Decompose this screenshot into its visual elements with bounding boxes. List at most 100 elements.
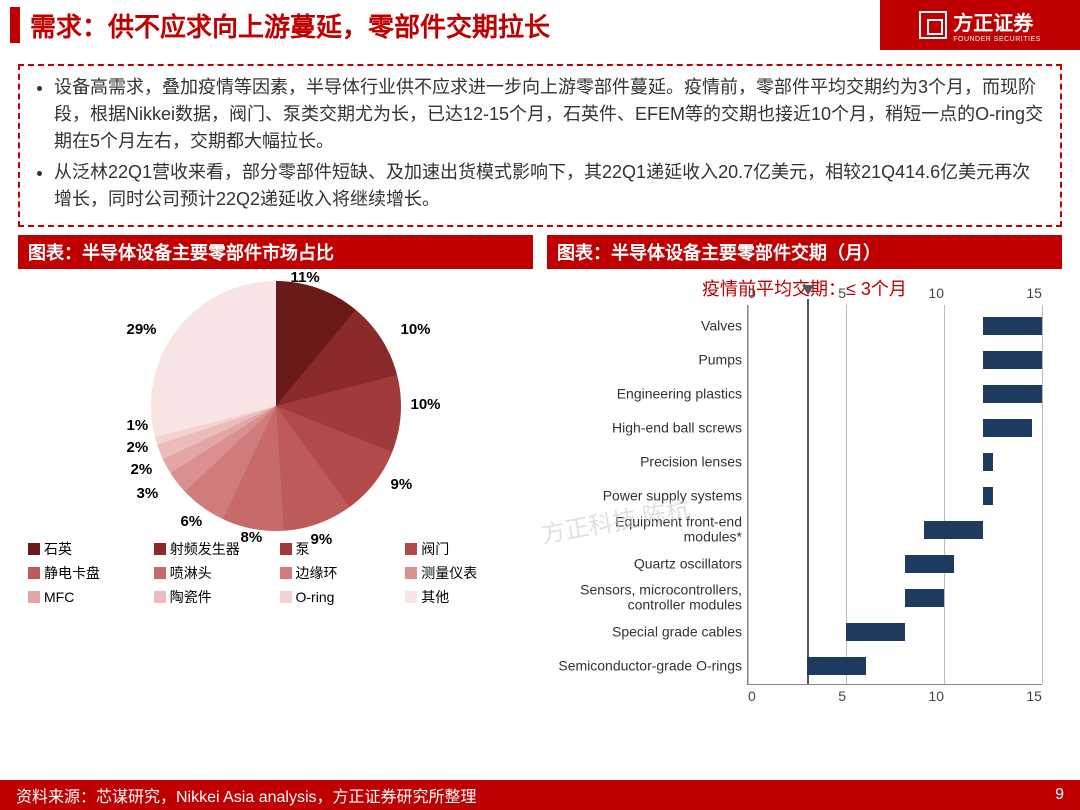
bar-rect (983, 351, 1042, 369)
legend-label: 阀门 (421, 539, 449, 559)
legend-swatch (405, 591, 417, 603)
bar-row: Semiconductor-grade O-rings (748, 651, 1042, 681)
legend-item: O-ring (280, 587, 398, 607)
legend-label: 石英 (44, 539, 72, 559)
bar-rect (983, 453, 993, 471)
bar-row: Precision lenses (748, 447, 1042, 477)
bar-rect (983, 419, 1032, 437)
legend-label: O-ring (296, 589, 335, 605)
bullet-list: 设备高需求，叠加疫情等因素，半导体行业供不应求进一步向上游零部件蔓延。疫情前，零… (18, 64, 1062, 227)
pie-slice-label: 2% (131, 461, 153, 478)
legend-swatch (154, 567, 166, 579)
legend-label: 泵 (296, 539, 310, 559)
bar-label: Valves (553, 318, 748, 333)
legend-swatch (405, 567, 417, 579)
legend-item: 边缘环 (280, 563, 398, 583)
bar-rect (905, 555, 954, 573)
bar-row: High-end ball screws (748, 413, 1042, 443)
legend-swatch (28, 591, 40, 603)
pie-slice-label: 2% (127, 439, 149, 456)
legend-label: MFC (44, 589, 74, 605)
bullet-item: 设备高需求，叠加疫情等因素，半导体行业供不应求进一步向上游零部件蔓延。疫情前，零… (54, 74, 1046, 155)
bar-rect (846, 623, 905, 641)
x-tick: 5 (838, 688, 846, 704)
legend-item: 测量仪表 (405, 563, 523, 583)
legend-label: 边缘环 (296, 563, 338, 583)
bar-row: Pumps (748, 345, 1042, 375)
bar-label: Precision lenses (553, 454, 748, 469)
pie-slice-label: 8% (241, 529, 263, 546)
legend-swatch (154, 543, 166, 555)
legend-label: 测量仪表 (421, 563, 477, 583)
legend-label: 静电卡盘 (44, 563, 100, 583)
bar-rect (807, 657, 866, 675)
legend-item: 喷淋头 (154, 563, 272, 583)
bar-rect (924, 521, 983, 539)
legend-item: 陶瓷件 (154, 587, 272, 607)
x-tick: 10 (928, 688, 944, 704)
x-tick: 15 (1026, 688, 1042, 704)
pie-slice-label: 1% (127, 417, 149, 434)
legend-label: 射频发生器 (170, 539, 240, 559)
legend-swatch (28, 567, 40, 579)
page-number: 9 (1055, 786, 1064, 804)
source-text: 资料来源：芯谋研究，Nikkei Asia analysis，方正证券研究所整理 (16, 783, 477, 807)
legend-label: 喷淋头 (170, 563, 212, 583)
bar-rect (905, 589, 944, 607)
legend-item: 阀门 (405, 539, 523, 559)
bar-panel: 图表：半导体设备主要零部件交期（月） 疫情前平均交期：≤ 3个月 0510150… (547, 235, 1062, 685)
bar-label: Quartz oscillators (553, 556, 748, 571)
x-tick: 0 (748, 285, 756, 301)
pie-panel: 图表：半导体设备主要零部件市场占比 11%10%10%9%9%8%6%3%2%2… (18, 235, 533, 685)
bar-rect (983, 487, 993, 505)
footer-bar: 资料来源：芯谋研究，Nikkei Asia analysis，方正证券研究所整理… (0, 780, 1080, 810)
x-tick: 10 (928, 285, 944, 301)
bar-row: Valves (748, 311, 1042, 341)
logo-name: 方正证券 (953, 7, 1041, 36)
bar-row: Special grade cables (748, 617, 1042, 647)
bar-caption: 图表：半导体设备主要零部件交期（月） (547, 235, 1062, 269)
bar-label: High-end ball screws (553, 420, 748, 435)
legend-item: 石英 (28, 539, 146, 559)
pie-slice-label: 10% (401, 321, 431, 338)
legend-swatch (154, 591, 166, 603)
legend-item: 其他 (405, 587, 523, 607)
legend-label: 陶瓷件 (170, 587, 212, 607)
bar-chart: 051015051015ValvesPumpsEngineering plast… (747, 305, 1042, 685)
bar-label: Semiconductor-grade O-rings (553, 658, 748, 673)
bar-rect (983, 385, 1042, 403)
gridline (1042, 305, 1043, 684)
pie-slice-label: 9% (311, 531, 333, 548)
page-title: 需求：供不应求向上游蔓延，零部件交期拉长 (30, 7, 880, 44)
legend-item: 泵 (280, 539, 398, 559)
legend-swatch (280, 567, 292, 579)
pie-legend: 石英 射频发生器 泵 阀门静电卡盘 喷淋头 边缘环 测量仪表 MFC 陶瓷件 O-ring 其他 (18, 539, 533, 607)
pie-slice-label: 6% (181, 513, 203, 530)
pie-slice-label: 29% (127, 321, 157, 338)
brand-logo: 方正证券 FOUNDER SECURITIES (880, 0, 1080, 50)
pie-slice-label: 11% (291, 269, 320, 286)
x-tick: 15 (1026, 285, 1042, 301)
legend-label: 其他 (421, 587, 449, 607)
x-tick: 0 (748, 688, 756, 704)
bar-label: Sensors, microcontrollers, controller mo… (553, 583, 748, 614)
pie-slice-label: 9% (391, 476, 413, 493)
bar-rect (983, 317, 1042, 335)
x-tick: 5 (838, 285, 846, 301)
bar-label: Pumps (553, 352, 748, 367)
bullet-item: 从泛林22Q1营收来看，部分零部件短缺、及加速出货模式影响下，其22Q1递延收入… (54, 159, 1046, 213)
logo-icon (919, 11, 947, 39)
logo-sub: FOUNDER SECURITIES (953, 36, 1041, 43)
bar-row: Sensors, microcontrollers, controller mo… (748, 583, 1042, 613)
bar-row: Engineering plastics (748, 379, 1042, 409)
pie-caption: 图表：半导体设备主要零部件市场占比 (18, 235, 533, 269)
pie-slice-label: 3% (137, 485, 159, 502)
legend-swatch (280, 543, 292, 555)
bar-label: Special grade cables (553, 624, 748, 639)
bar-row: Power supply systems (748, 481, 1042, 511)
bar-row: Quartz oscillators (748, 549, 1042, 579)
legend-swatch (28, 543, 40, 555)
legend-item: MFC (28, 587, 146, 607)
bar-label: Engineering plastics (553, 386, 748, 401)
bar-row: Equipment front-end modules* (748, 515, 1042, 545)
